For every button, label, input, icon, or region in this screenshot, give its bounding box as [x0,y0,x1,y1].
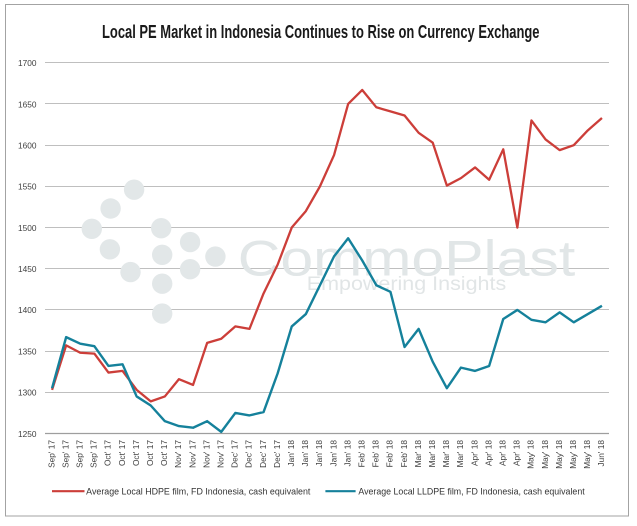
svg-text:1400: 1400 [18,305,37,315]
svg-text:Oct' 17: Oct' 17 [159,440,169,466]
svg-text:Jan' 18: Jan' 18 [342,440,352,467]
svg-text:May' 18: May' 18 [582,440,592,469]
svg-text:Empowering Insights: Empowering Insights [307,274,506,295]
svg-text:Local PE Market in Indonesia C: Local PE Market in Indonesia Continues t… [102,21,540,42]
svg-text:Apr' 18: Apr' 18 [483,440,493,466]
svg-text:1450: 1450 [18,264,37,274]
svg-text:Nov' 17: Nov' 17 [201,440,211,468]
svg-text:May' 18: May' 18 [540,440,550,469]
svg-text:Oct' 17: Oct' 17 [103,440,113,466]
svg-text:Sep' 17: Sep' 17 [46,440,56,468]
svg-text:Nov' 17: Nov' 17 [215,440,225,468]
svg-text:Feb' 18: Feb' 18 [371,440,381,468]
svg-text:Sep' 17: Sep' 17 [89,440,99,468]
svg-text:Nov' 17: Nov' 17 [187,440,197,468]
svg-text:1250: 1250 [18,429,37,439]
svg-text:Sep' 17: Sep' 17 [60,440,70,468]
svg-text:Jan' 18: Jan' 18 [300,440,310,467]
svg-text:Dec' 17: Dec' 17 [272,440,282,468]
svg-text:1500: 1500 [18,223,37,233]
svg-text:Dec' 17: Dec' 17 [258,440,268,468]
svg-text:CommoPlast: CommoPlast [238,231,576,287]
svg-text:Dec' 17: Dec' 17 [244,440,254,468]
svg-text:Oct' 17: Oct' 17 [145,440,155,466]
svg-text:Feb' 18: Feb' 18 [385,440,395,468]
svg-text:Jun' 18: Jun' 18 [596,440,606,467]
svg-text:Average Local HDPE film, FD In: Average Local HDPE film, FD Indonesia, c… [86,487,311,497]
svg-text:1600: 1600 [18,140,37,150]
svg-text:Sep' 17: Sep' 17 [74,440,84,468]
svg-text:Oct' 17: Oct' 17 [117,440,127,466]
svg-text:1350: 1350 [18,346,37,356]
svg-text:Dec' 17: Dec' 17 [230,440,240,468]
svg-text:Mar' 18: Mar' 18 [427,440,437,468]
svg-text:Average Local LLDPE film, FD I: Average Local LLDPE film, FD Indonesia, … [358,487,585,497]
svg-text:Feb' 18: Feb' 18 [399,440,409,468]
svg-text:1700: 1700 [18,58,37,68]
svg-text:May' 18: May' 18 [568,440,578,469]
svg-text:Nov' 17: Nov' 17 [173,440,183,468]
svg-text:Mar' 18: Mar' 18 [455,440,465,468]
svg-text:Apr' 18: Apr' 18 [512,440,522,466]
svg-text:May' 18: May' 18 [526,440,536,469]
svg-text:May' 18: May' 18 [554,440,564,469]
svg-text:1300: 1300 [18,388,37,398]
svg-text:Mar' 18: Mar' 18 [413,440,423,468]
svg-text:Jan' 18: Jan' 18 [286,440,296,467]
svg-text:Jan' 18: Jan' 18 [328,440,338,467]
svg-text:Jan' 18: Jan' 18 [314,440,324,467]
svg-text:Apr' 18: Apr' 18 [497,440,507,466]
svg-text:Apr' 18: Apr' 18 [469,440,479,466]
svg-text:Feb' 18: Feb' 18 [356,440,366,468]
svg-text:1550: 1550 [18,182,37,192]
svg-text:1650: 1650 [18,99,37,109]
svg-text:Oct' 17: Oct' 17 [131,440,141,466]
svg-text:Mar' 18: Mar' 18 [441,440,451,468]
